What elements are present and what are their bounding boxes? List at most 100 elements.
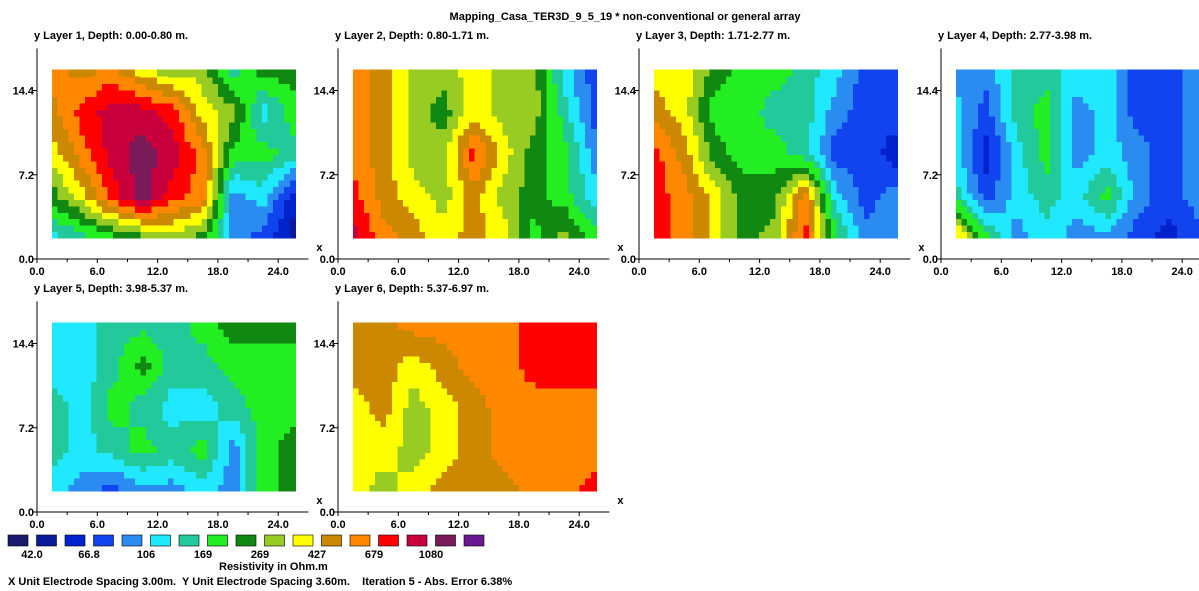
x-tick-label: 12.0: [147, 519, 168, 530]
y-tick-label: 0.0: [621, 254, 636, 266]
legend-swatch: [435, 534, 456, 547]
main-title: Mapping_Casa_TER3D_9_5_19 * non-conventi…: [449, 11, 801, 23]
y-tick-label: 14.4: [13, 86, 35, 98]
y-tick-label: 7.2: [19, 423, 34, 435]
x-axis-label: x: [918, 242, 925, 254]
x-axis-label: x: [617, 495, 624, 507]
y-tick-label: 0.0: [19, 254, 34, 266]
layer-title: y Layer 5, Depth: 3.98-5.37 m.: [34, 283, 188, 295]
x-tick-label: 6.0: [391, 519, 406, 530]
layer-map-2: y Layer 2, Depth: 0.80-1.71 m. 0.0 6.0 12.0…: [314, 30, 625, 278]
legend-label: 427: [308, 549, 326, 561]
layer-title: y Layer 1, Depth: 0.00-0.80 m.: [34, 30, 188, 42]
x-tick-label: 6.0: [90, 266, 105, 278]
x-tick-label: 12.0: [1051, 266, 1072, 278]
y-tick-label: 14.4: [13, 339, 35, 351]
contour-fill: [353, 69, 597, 239]
contour-fill: [956, 69, 1199, 239]
x-tick-label: 0.0: [29, 266, 44, 278]
legend-swatch: [235, 534, 257, 547]
x-tick-label: 18.0: [1111, 266, 1132, 278]
layer-title: y Layer 4, Depth: 2.77-3.98 m.: [938, 30, 1092, 42]
legend-swatch: [93, 534, 114, 547]
layer-map-6: y Layer 6, Depth: 5.37-6.97 m. 0.0 6.0 12.0…: [314, 283, 625, 530]
x-tick-label: 0.0: [330, 266, 345, 278]
legend-swatch: [463, 534, 485, 547]
legend-swatch: [36, 534, 57, 547]
legend-swatch: [321, 534, 342, 547]
y-tick-label: 7.2: [320, 170, 335, 182]
layer-map-4: y Layer 4, Depth: 2.77-3.98 m. 0.0 6.0 12.0…: [917, 30, 1199, 278]
legend-label: 1080: [419, 549, 443, 561]
legend-swatch: [207, 534, 228, 547]
y-tick-label: 0.0: [19, 507, 34, 519]
y-tick-label: 14.4: [615, 86, 637, 98]
legend-swatch: [292, 534, 314, 547]
x-tick-label: 24.0: [1171, 266, 1192, 278]
x-tick-label: 0.0: [29, 519, 44, 530]
legend-swatch: [7, 534, 29, 547]
y-tick-label: 7.2: [320, 423, 335, 435]
x-tick-label: 18.0: [207, 519, 228, 530]
y-tick-label: 7.2: [923, 170, 938, 182]
legend-swatch: [378, 534, 399, 547]
layer-maps: y Layer 1, Depth: 0.00-0.80 m. 0.0 6.0 12.0…: [13, 30, 1199, 530]
x-tick-label: 6.0: [90, 519, 105, 530]
legend-swatch: [349, 534, 371, 547]
x-tick-label: 12.0: [147, 266, 168, 278]
layer-title: y Layer 3, Depth: 1.71-2.77 m.: [636, 30, 790, 42]
legend-label: 106: [137, 549, 155, 561]
x-tick-label: 6.0: [391, 266, 406, 278]
layer-title: y Layer 6, Depth: 5.37-6.97 m.: [335, 283, 489, 295]
legend-label: 169: [194, 549, 212, 561]
x-tick-label: 18.0: [809, 266, 830, 278]
y-tick-label: 14.4: [314, 86, 336, 98]
legend-label: 66.8: [78, 549, 99, 561]
x-tick-label: 12.0: [749, 266, 770, 278]
x-axis-label: x: [316, 495, 323, 507]
contour-fill: [52, 69, 296, 239]
x-tick-label: 0.0: [631, 266, 646, 278]
x-tick-label: 6.0: [994, 266, 1009, 278]
legend-label: 42.0: [21, 549, 42, 561]
x-tick-label: 24.0: [869, 266, 890, 278]
legend-swatch: [264, 534, 285, 547]
x-tick-label: 24.0: [568, 266, 589, 278]
layer-title: y Layer 2, Depth: 0.80-1.71 m.: [335, 30, 489, 42]
contour-fill: [52, 322, 296, 492]
legend-label: 269: [251, 549, 269, 561]
x-axis-label: x: [316, 242, 323, 254]
legend-swatch: [150, 534, 171, 547]
legend-label: 679: [365, 549, 383, 561]
x-tick-label: 24.0: [568, 519, 589, 530]
legend-title: Resistivity in Ohm.m: [219, 561, 328, 573]
x-tick-label: 24.0: [267, 519, 288, 530]
x-tick-label: 24.0: [267, 266, 288, 278]
layer-map-5: y Layer 5, Depth: 3.98-5.37 m. 0.0 6.0 12.0…: [13, 283, 324, 530]
x-tick-label: 12.0: [448, 519, 469, 530]
legend-swatch: [121, 534, 143, 547]
contour-fill: [654, 69, 898, 239]
x-tick-label: 12.0: [448, 266, 469, 278]
layer-map-1: y Layer 1, Depth: 0.00-0.80 m. 0.0 6.0 12.0…: [13, 30, 324, 278]
layer-map-3: y Layer 3, Depth: 1.71-2.77 m. 0.0 6.0 12.0…: [615, 30, 926, 278]
legend-swatch: [178, 534, 200, 547]
x-tick-label: 0.0: [330, 519, 345, 530]
y-tick-label: 14.4: [314, 339, 336, 351]
color-scale-legend: 42.0 66.8 106 169 269 427 679 1080: [7, 534, 485, 561]
legend-swatch: [64, 534, 86, 547]
legend-swatch: [406, 534, 428, 547]
y-tick-label: 14.4: [917, 86, 939, 98]
x-tick-label: 18.0: [207, 266, 228, 278]
y-tick-label: 7.2: [19, 170, 34, 182]
y-tick-label: 0.0: [320, 254, 335, 266]
y-tick-label: 0.0: [923, 254, 938, 266]
contour-fill: [353, 322, 597, 492]
footer-info: X Unit Electrode Spacing 3.00m. Y Unit E…: [8, 576, 513, 588]
x-tick-label: 0.0: [933, 266, 948, 278]
x-axis-label: x: [617, 242, 624, 254]
x-tick-label: 6.0: [692, 266, 707, 278]
y-tick-label: 0.0: [320, 507, 335, 519]
x-tick-label: 18.0: [508, 266, 529, 278]
y-tick-label: 7.2: [621, 170, 636, 182]
